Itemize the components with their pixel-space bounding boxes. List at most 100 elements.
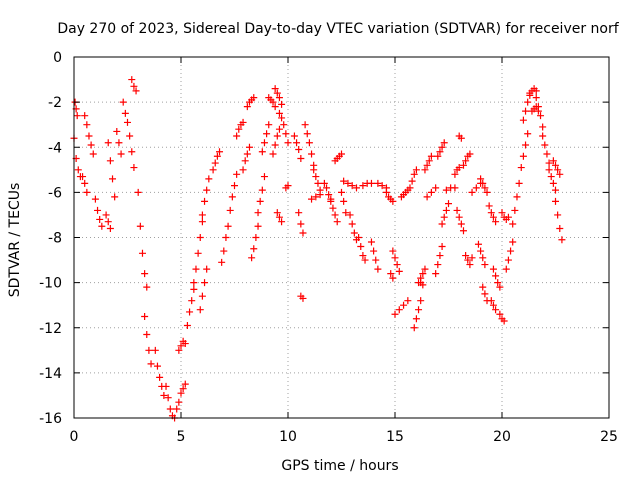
data-point [79,173,87,181]
data-point [333,218,341,226]
data-point [425,157,433,165]
data-point [256,197,264,205]
data-point [310,166,318,174]
data-point [502,265,510,273]
data-point [357,243,365,251]
y-tick-label: -2 [48,95,62,111]
data-point [186,308,194,316]
data-point [509,220,517,228]
data-point [211,159,219,167]
data-point [515,179,523,187]
data-point [537,112,545,120]
data-point [243,150,251,158]
data-point [466,150,474,158]
data-point [263,130,271,138]
data-point [423,193,431,201]
data-point [552,197,559,205]
data-point [554,166,562,174]
data-point [138,249,146,257]
x-tick-labels: 0 5 10 15 20 25 [70,429,618,445]
data-point [136,222,144,230]
data-point [233,170,241,178]
data-point [293,139,301,147]
data-point [265,121,273,129]
data-point [549,157,557,165]
data-point [421,265,429,273]
data-point [260,173,268,181]
y-tick-label: -14 [39,366,62,382]
data-point [489,301,497,309]
data-point [258,148,266,156]
data-point [301,121,309,129]
data-point [235,125,243,133]
data-point [198,218,206,226]
data-point [305,139,313,147]
data-point [220,247,228,255]
data-point [128,76,136,84]
data-point [479,179,487,187]
data-point [391,310,399,318]
data-point [89,150,97,158]
data-point [143,331,151,339]
data-point [243,103,251,111]
data-point [81,112,89,120]
data-point [175,398,183,406]
data-point [492,272,500,280]
data-point [342,209,350,217]
data-point [134,188,142,196]
data-point [400,301,408,309]
data-point [196,306,204,314]
data-point [522,107,530,115]
data-point [442,186,450,194]
data-point [519,116,527,124]
data-point [494,279,502,287]
data-point [532,87,540,95]
data-point [290,132,298,140]
data-point [410,324,418,332]
data-point [113,127,121,135]
data-point [81,179,89,187]
data-point [203,265,211,273]
data-point [201,279,209,287]
data-point [248,254,256,262]
data-point [440,139,448,147]
data-point [378,182,386,190]
data-point [141,312,149,320]
data-point [325,191,333,199]
data-point [104,218,112,226]
data-point [278,114,286,122]
data-point [367,238,375,246]
data-point [367,179,375,187]
data-point [188,297,196,305]
y-axis-title: SDTVAR / TECUs [7,183,23,298]
data-point [162,382,170,390]
data-point [504,213,512,221]
data-point [346,211,354,219]
data-point [338,188,345,196]
x-tick-label: 5 [177,429,186,445]
data-point [350,229,358,237]
data-point [455,164,463,172]
data-point [404,297,412,305]
data-point [359,182,367,190]
data-point [213,152,221,160]
data-point [181,340,189,348]
data-point [173,405,181,413]
y-tick-label: -16 [39,411,62,427]
data-point [372,256,380,264]
data-point [355,234,363,241]
data-point [389,274,397,282]
y-tick-label: 0 [53,50,62,66]
data-point [395,267,403,275]
data-point [323,184,331,192]
data-point [504,256,512,264]
data-point [487,209,495,217]
data-point [348,220,356,228]
data-point [498,209,506,217]
data-point [464,256,472,264]
data-point [104,139,112,147]
data-point [119,98,127,106]
data-point [496,310,504,318]
data-point [340,177,348,185]
